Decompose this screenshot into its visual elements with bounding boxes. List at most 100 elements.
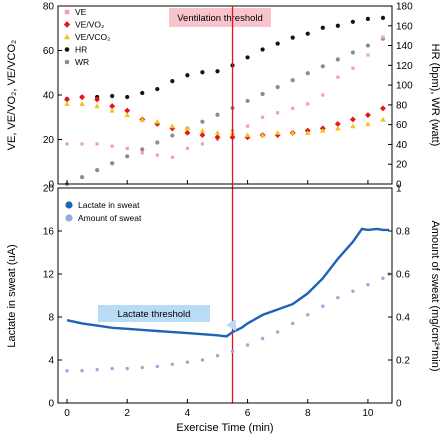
tick-label: 140 xyxy=(396,41,413,52)
point-hr xyxy=(215,69,220,74)
tick-label: 12 xyxy=(43,270,55,281)
tick-label: 0 xyxy=(396,180,402,191)
point-wr xyxy=(110,161,115,166)
point-wr xyxy=(350,50,355,55)
legend-label-ve_vo2: VE/VO₂ xyxy=(75,20,104,30)
top-left-axis: 0 20 40 60 80 xyxy=(43,2,62,191)
tick-label: 100 xyxy=(396,81,413,92)
point-hr xyxy=(335,23,340,28)
point-ve xyxy=(291,106,295,110)
sweat-point xyxy=(140,365,144,370)
point-ve_vco2 xyxy=(79,101,85,106)
sweat-point xyxy=(170,362,175,366)
point-wr xyxy=(290,78,295,83)
sweat-point xyxy=(185,360,190,364)
point-ve_vo2 xyxy=(79,94,86,101)
tick-label: 0 xyxy=(396,399,402,410)
legend-label-wr: WR xyxy=(75,57,89,67)
point-ve_vco2 xyxy=(350,123,356,129)
sweat-point xyxy=(125,366,129,371)
tick-label: 0.2 xyxy=(396,356,410,367)
x-tick-label: 6 xyxy=(245,408,251,419)
tick-label: 0.8 xyxy=(396,227,410,238)
point-hr xyxy=(200,70,205,75)
point-hr xyxy=(155,86,160,92)
point-hr xyxy=(365,16,371,21)
point-hr xyxy=(260,47,265,52)
point-wr xyxy=(79,174,85,180)
sweat-point xyxy=(351,289,355,293)
point-ve_vo2 xyxy=(334,120,341,127)
point-ve_vco2 xyxy=(94,103,100,109)
point-ve_vo2 xyxy=(64,96,70,103)
tick-label: 20 xyxy=(43,135,55,146)
tick-label: 60 xyxy=(396,120,408,131)
legend-label-sweat: Amount of sweat xyxy=(78,213,142,223)
sweat-point xyxy=(260,336,265,341)
point-ve xyxy=(245,124,250,128)
tick-label: 80 xyxy=(396,100,408,111)
point-ve_vo2 xyxy=(184,129,191,136)
tick-label: 0 xyxy=(48,180,54,191)
point-hr xyxy=(290,35,295,40)
sweat-point xyxy=(306,313,310,317)
legend-label-hr: HR xyxy=(75,45,87,55)
point-ve xyxy=(170,155,174,159)
point-hr xyxy=(350,19,355,24)
sweat-point xyxy=(381,276,385,280)
point-ve_vo2 xyxy=(380,105,386,112)
x-axis-label: Exercise Time (min) xyxy=(176,422,273,434)
point-ve_vco2 xyxy=(335,125,341,131)
sweat-point xyxy=(291,321,295,326)
point-wr xyxy=(125,154,130,159)
x-tick-label: 4 xyxy=(185,408,191,419)
point-ve xyxy=(65,142,69,146)
top-right-axis-label: HR (bpm), WR (watt) xyxy=(429,44,440,147)
point-ve xyxy=(261,115,265,119)
sweat-point xyxy=(275,330,280,334)
point-ve xyxy=(336,75,340,79)
point-ve_vo2 xyxy=(199,132,206,138)
point-hr xyxy=(140,90,145,96)
bottom-panel: 0 4 8 12 16 20 0 0.2 0.4 0.6 0.8 1 0 2 4 6 8 10 Lactate… xyxy=(6,180,440,434)
sweat-point xyxy=(336,295,340,300)
legend-marker-sweat xyxy=(65,214,73,222)
point-ve_vco2 xyxy=(169,123,176,129)
legend-marker-ve_vco2 xyxy=(64,34,70,40)
point-ve_vco2 xyxy=(289,130,296,135)
tick-label: 0.4 xyxy=(396,313,410,324)
sweat-point xyxy=(200,358,205,362)
point-ve xyxy=(185,146,189,150)
tick-label: 8 xyxy=(48,313,54,324)
sweat-point xyxy=(245,343,250,347)
legend-marker-lactate xyxy=(65,201,73,209)
point-hr xyxy=(185,73,190,78)
point-ve_vo2 xyxy=(349,116,356,123)
point-ve xyxy=(125,146,129,150)
legend-marker-hr xyxy=(64,47,70,52)
top-panel-points xyxy=(64,15,386,187)
x-tick-label: 2 xyxy=(124,408,130,419)
point-hr xyxy=(305,31,310,36)
tick-label: 180 xyxy=(396,2,413,13)
point-wr xyxy=(215,112,220,117)
top-right-axis: 0 20 40 60 80 100 120 140 160 180 xyxy=(388,2,413,191)
tick-label: 40 xyxy=(43,91,55,102)
point-ve xyxy=(276,111,280,115)
point-ve_vco2 xyxy=(244,132,251,138)
point-ve xyxy=(321,93,325,97)
tick-label: 60 xyxy=(43,46,55,57)
bottom-right-axis-label: Amount of sweat (mg/cm²*min) xyxy=(429,221,440,372)
lactate-threshold-arrow xyxy=(226,319,236,331)
top-left-axis-label: VE, VE/VO₂, VE/VCO₂ xyxy=(6,40,18,151)
point-ve_vo2 xyxy=(124,107,131,114)
tick-label: 16 xyxy=(43,227,55,238)
point-ve xyxy=(155,153,159,157)
point-ve_vco2 xyxy=(199,127,206,133)
sweat-point xyxy=(110,366,114,371)
tick-label: 160 xyxy=(396,21,413,32)
point-wr xyxy=(140,147,145,152)
sweat-point xyxy=(215,354,220,358)
point-ve_vco2 xyxy=(320,127,326,133)
tick-label: 20 xyxy=(43,184,55,195)
